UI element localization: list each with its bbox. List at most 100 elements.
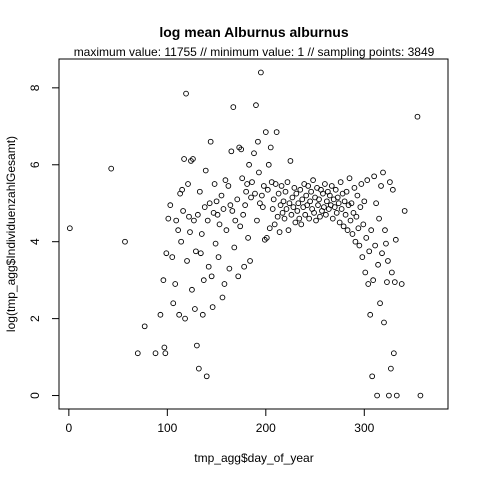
data-point (284, 179, 291, 185)
data-point (291, 184, 298, 191)
data-point (324, 198, 330, 205)
data-point (346, 175, 353, 182)
data-point (271, 221, 278, 228)
data-point (245, 234, 251, 241)
data-point (337, 179, 344, 185)
data-point (206, 200, 213, 207)
y-axis-label: log(tmp_agg$IndividuenzahlGesamt) (4, 136, 18, 332)
data-point (219, 294, 226, 301)
data-point (170, 300, 177, 307)
data-point (323, 211, 329, 218)
data-point (228, 148, 235, 155)
data-point (352, 238, 359, 245)
data-point (285, 227, 292, 234)
data-point (218, 192, 225, 199)
data-point (252, 190, 258, 197)
data-point (288, 211, 295, 218)
data-point (341, 198, 348, 205)
data-point (270, 196, 277, 203)
data-point (283, 206, 290, 212)
data-point (193, 248, 199, 255)
data-point (348, 200, 355, 207)
data-point (212, 240, 219, 247)
data-point (243, 188, 249, 195)
data-point (255, 138, 261, 145)
data-point (375, 261, 381, 268)
data-point (239, 175, 246, 182)
data-point (242, 202, 248, 209)
data-point (357, 204, 364, 210)
data-point (185, 181, 191, 187)
data-point (201, 204, 208, 210)
data-point (169, 254, 176, 260)
data-point (390, 350, 397, 357)
data-point (157, 311, 164, 318)
data-point (292, 219, 299, 226)
x-tick-label: 100 (157, 421, 177, 435)
data-point (295, 200, 302, 207)
data-point (161, 344, 168, 351)
chart-title: log mean Alburnus alburnus (159, 24, 348, 40)
data-point (373, 200, 379, 207)
data-point (401, 208, 408, 214)
data-point (308, 188, 314, 195)
data-point (326, 192, 333, 199)
data-point (269, 206, 276, 212)
data-point (235, 273, 242, 280)
data-point (180, 208, 186, 214)
data-point (272, 181, 279, 187)
data-point (176, 311, 182, 318)
data-point (208, 273, 215, 280)
data-point (390, 186, 396, 193)
data-point (382, 227, 388, 234)
data-point (354, 192, 361, 199)
data-point (279, 209, 286, 216)
data-point (122, 238, 128, 245)
data-point (282, 188, 289, 195)
data-point (163, 250, 170, 257)
data-point (246, 161, 252, 168)
data-point (266, 225, 273, 232)
data-point (296, 215, 303, 222)
data-point (195, 365, 202, 372)
data-point (355, 225, 362, 232)
data-point (387, 179, 393, 185)
data-point (209, 304, 216, 310)
data-point (234, 196, 241, 203)
data-point (172, 281, 179, 287)
data-point (196, 188, 203, 195)
data-point (189, 286, 195, 293)
data-points (66, 69, 424, 399)
data-point (207, 138, 214, 145)
data-point (369, 373, 376, 380)
data-point (363, 234, 370, 241)
data-point (383, 240, 389, 247)
data-point (351, 184, 358, 191)
data-point (317, 213, 323, 220)
data-point (237, 223, 244, 230)
data-point (310, 177, 316, 184)
data-point (184, 258, 190, 264)
data-point (215, 254, 222, 260)
data-point (362, 269, 369, 276)
data-point (254, 217, 260, 224)
data-point (247, 258, 253, 264)
data-point (194, 342, 200, 349)
data-point (305, 183, 312, 189)
data-point (227, 202, 234, 209)
data-point (386, 392, 392, 399)
data-point (225, 183, 232, 189)
data-point (263, 234, 270, 241)
data-point (377, 300, 383, 307)
data-point (298, 221, 305, 228)
data-point (417, 392, 424, 399)
data-point (199, 311, 206, 318)
data-point (414, 113, 421, 120)
data-point (374, 392, 380, 399)
data-point (277, 202, 284, 209)
data-point (316, 196, 322, 203)
data-point (221, 281, 228, 287)
data-point (385, 258, 391, 264)
data-point (343, 188, 350, 195)
